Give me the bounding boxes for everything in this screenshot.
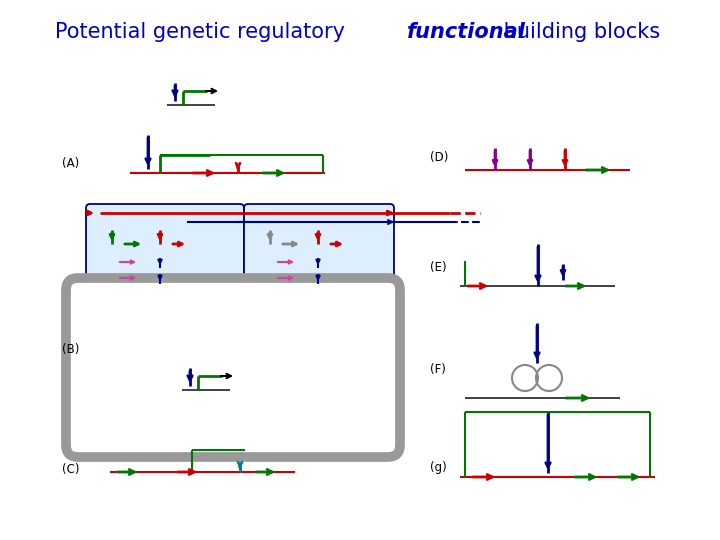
Text: (E): (E) — [430, 261, 446, 274]
Text: building blocks: building blocks — [497, 22, 660, 42]
Text: (g): (g) — [430, 462, 446, 475]
FancyBboxPatch shape — [86, 204, 244, 312]
Text: (F): (F) — [430, 363, 446, 376]
Text: (C): (C) — [62, 462, 79, 476]
FancyBboxPatch shape — [66, 278, 400, 457]
Text: Potential genetic regulatory: Potential genetic regulatory — [55, 22, 351, 42]
Text: (B): (B) — [62, 343, 79, 356]
FancyBboxPatch shape — [244, 204, 394, 312]
Text: functional: functional — [407, 22, 526, 42]
Text: (A): (A) — [62, 157, 79, 170]
Text: (D): (D) — [430, 152, 449, 165]
